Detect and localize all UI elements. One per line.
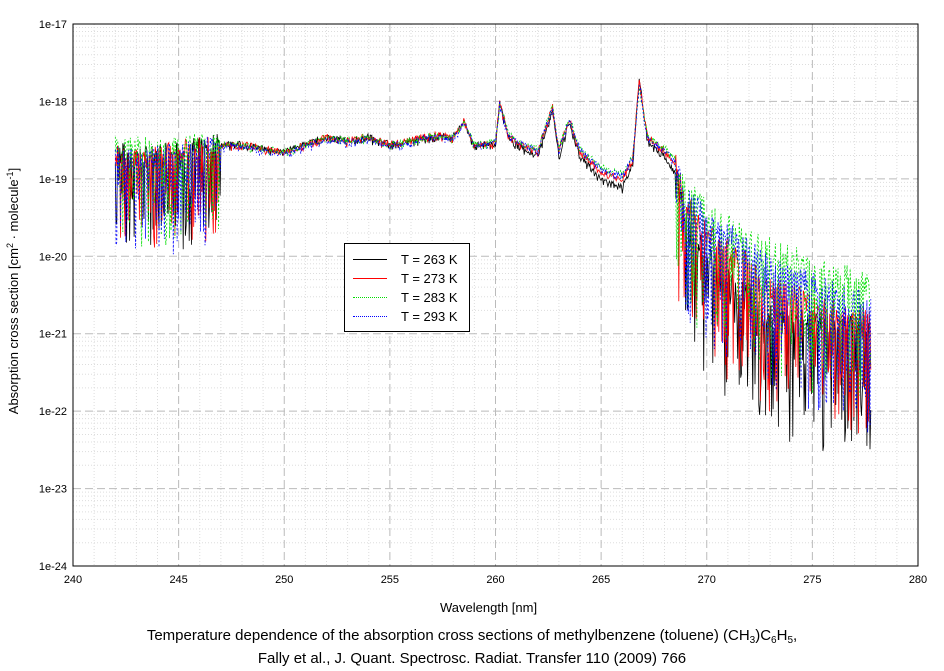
caption-line-2: Fally et al., J. Quant. Spectrosc. Radia…: [257, 650, 687, 667]
legend-label: T = 283 K: [401, 290, 458, 305]
caption-text: ,: [793, 627, 798, 644]
legend-item: T = 283 K: [353, 290, 458, 305]
y-tick-label: 1e-17: [39, 19, 67, 31]
series-line-T-263-K: [114, 78, 872, 451]
x-tick-label: 255: [381, 574, 399, 586]
legend-label: T = 263 K: [401, 252, 458, 267]
y-label-text: · molecule: [6, 179, 21, 244]
y-tick-label: 1e-21: [39, 329, 67, 341]
y-tick-label: 1e-18: [39, 96, 67, 108]
x-tick-label: 265: [592, 574, 610, 586]
series-line-T-283-K: [114, 85, 872, 396]
caption-text: Temperature dependence of the absorption…: [146, 627, 750, 644]
x-tick-label: 245: [169, 574, 187, 586]
legend-label: T = 293 K: [401, 309, 458, 324]
x-tick-label: 270: [698, 574, 716, 586]
y-tick-label: 1e-19: [39, 174, 67, 186]
y-tick-label: 1e-24: [39, 561, 67, 573]
legend-item: T = 273 K: [353, 271, 458, 286]
y-label-text: ]: [6, 167, 21, 172]
caption-sub: 3: [749, 635, 756, 646]
plot-frame: [72, 23, 919, 567]
caption-sub: 5: [787, 635, 794, 646]
x-tick-label: 240: [64, 574, 82, 586]
y-tick-label: 1e-23: [39, 484, 67, 496]
x-tick-label: 275: [803, 574, 821, 586]
legend: T = 263 K T = 273 K T = 283 K T = 293 K: [344, 243, 470, 332]
legend-item: T = 293 K: [353, 309, 458, 324]
x-axis-label: Wavelength [nm]: [440, 600, 538, 615]
x-tick-label: 280: [909, 574, 927, 586]
caption-sub: 6: [771, 635, 777, 646]
y-label-sup: -1: [5, 171, 15, 180]
y-tick-label: 1e-20: [39, 251, 67, 263]
series-line-T-293-K: [114, 85, 872, 433]
y-label-text: Absorption cross section [cm: [6, 248, 21, 415]
legend-item: T = 263 K: [353, 252, 458, 267]
y-label-sup: 2: [5, 243, 15, 249]
y-tick-label: 1e-22: [39, 406, 67, 418]
x-tick-label: 260: [486, 574, 504, 586]
caption-text: H: [776, 627, 788, 644]
caption-text: )C: [755, 627, 772, 644]
x-tick-label: 250: [275, 574, 293, 586]
caption-line-1: Temperature dependence of the absorption…: [0, 627, 944, 646]
legend-label: T = 273 K: [401, 271, 458, 286]
y-axis-label: Absorption cross section [cm2 · molecule…: [5, 166, 21, 416]
